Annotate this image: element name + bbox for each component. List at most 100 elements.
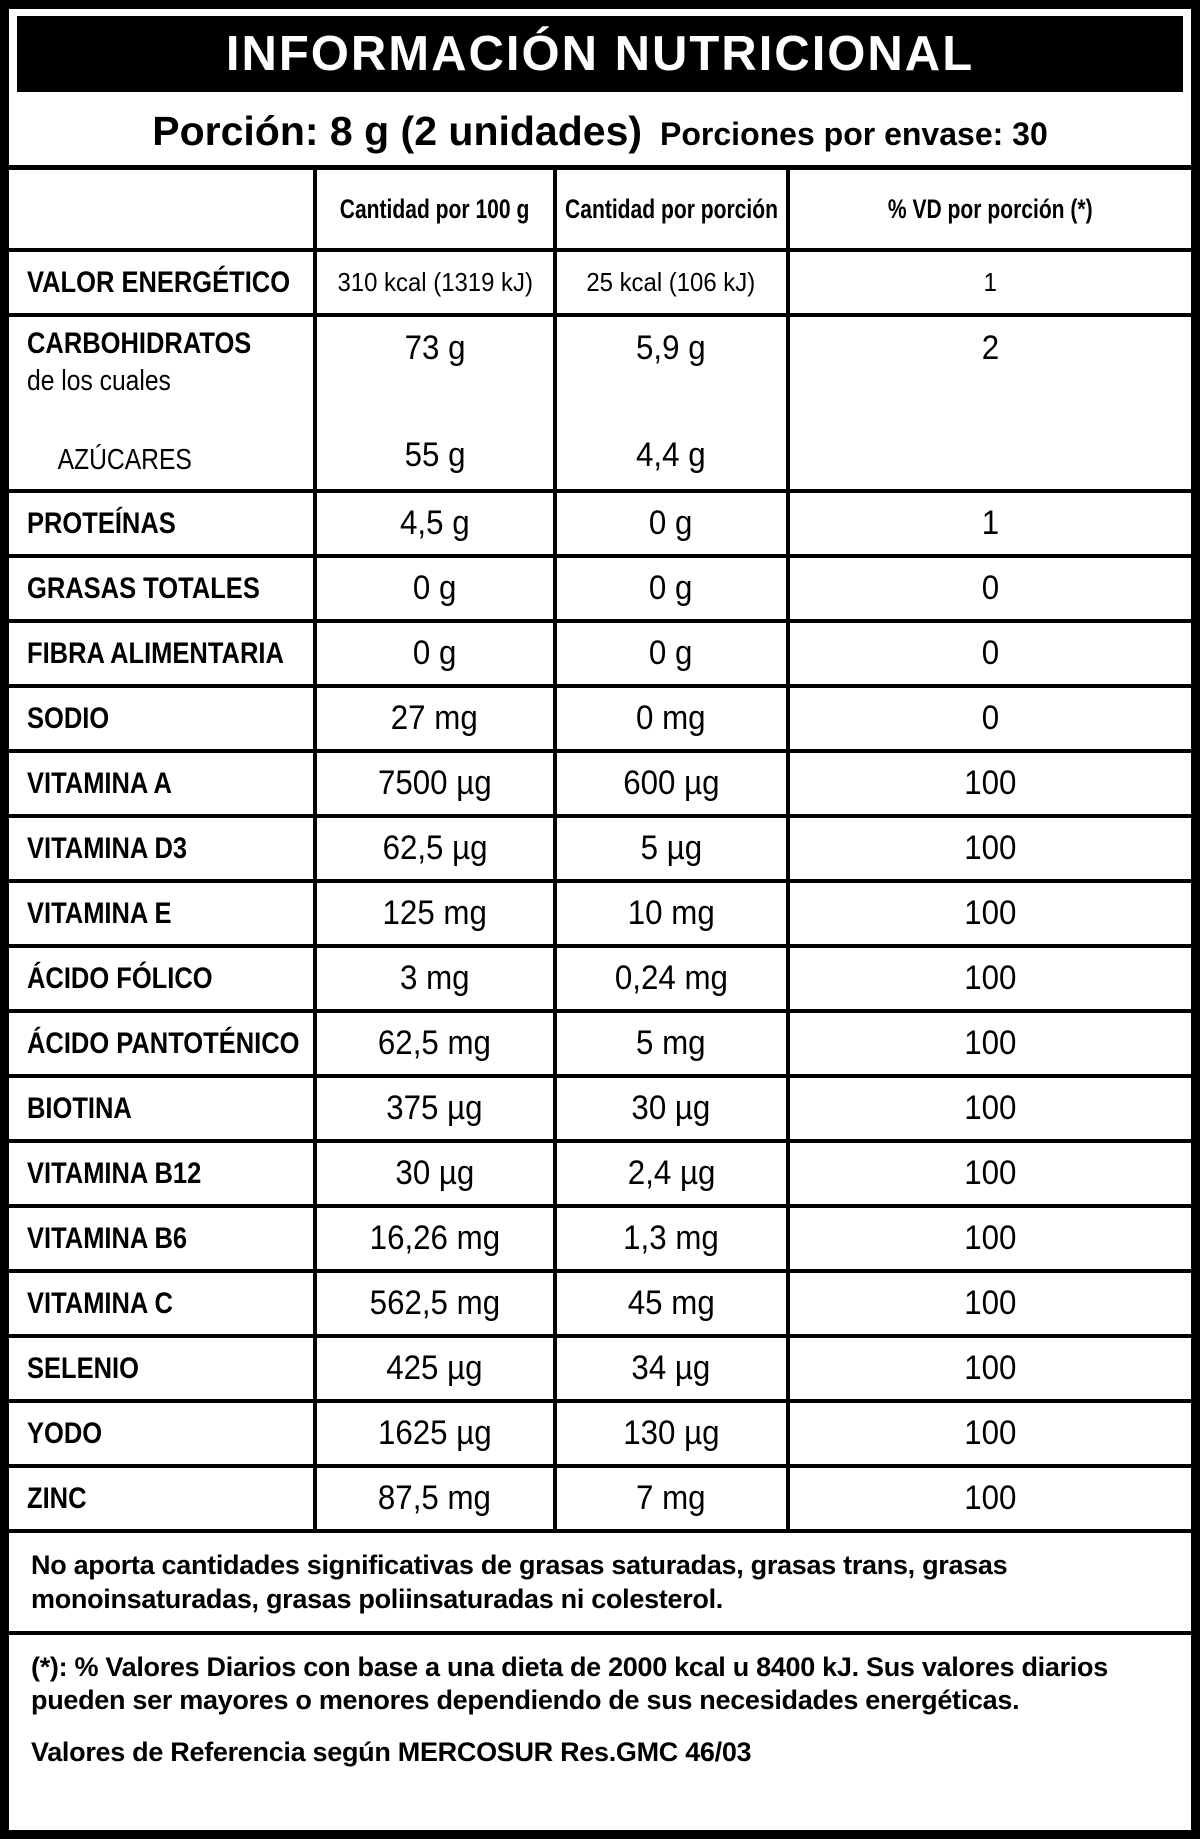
table-row: VALOR ENERGÉTICO 310 kcal (1319 kJ) 25 k… xyxy=(9,252,1191,317)
value-vd-cell: 1 xyxy=(785,493,1191,554)
nutrient-name-cell: YODO xyxy=(9,1403,313,1464)
value-per-portion: 2,4 µg xyxy=(627,1154,715,1192)
header-empty-cell xyxy=(9,170,313,248)
nutrition-table-body: VALOR ENERGÉTICO 310 kcal (1319 kJ) 25 k… xyxy=(9,252,1191,1533)
value-vd-cell: 100 xyxy=(785,948,1191,1009)
value-per-portion-cell: 2,4 µg xyxy=(552,1143,786,1204)
value-vd-cell: 100 xyxy=(785,818,1191,879)
col-header-per-portion-label: Cantidad por porción xyxy=(564,193,778,224)
value-per-portion-cell: 34 µg xyxy=(552,1338,786,1399)
note-daily-values: (*): % Valores Diarios con base a una di… xyxy=(31,1651,1108,1716)
note-reference: Valores de Referencia según MERCOSUR Res… xyxy=(31,1737,752,1767)
value-per-portion: 0 g xyxy=(649,634,693,672)
value-vd: 0 xyxy=(981,699,999,737)
nutrient-subtext: de los cuales xyxy=(27,365,171,397)
nutrient-name-cell: VITAMINA D3 xyxy=(9,818,313,879)
value-per-100g: 27 mg xyxy=(391,699,479,737)
nutrient-name-cell: VITAMINA C xyxy=(9,1273,313,1334)
value-per-portion: 0 mg xyxy=(636,699,706,737)
table-row: ÁCIDO FÓLICO 3 mg 0,24 mg 100 xyxy=(9,948,1191,1013)
value-vd: 100 xyxy=(964,1349,1017,1387)
value-per-portion: 0 g xyxy=(649,569,693,607)
nutrient-name: CARBOHIDRATOS xyxy=(27,327,252,360)
value-vd: 1 xyxy=(981,504,999,542)
value-per-100g-cell: 375 µg xyxy=(312,1078,553,1139)
value-per-100g-cell: 125 mg xyxy=(312,883,553,944)
value-vd: 100 xyxy=(964,894,1017,932)
nutrient-name-cell: ÁCIDO PANTOTÉNICO xyxy=(9,1013,313,1074)
nutrient-name: VITAMINA B6 xyxy=(27,1221,188,1255)
table-row: VITAMINA B6 16,26 mg 1,3 mg 100 xyxy=(9,1208,1191,1273)
value-per-100g-cell: 87,5 mg xyxy=(312,1468,553,1529)
table-row: VITAMINA A 7500 µg 600 µg 100 xyxy=(9,753,1191,818)
value-per-100g-cell: 30 µg xyxy=(312,1143,553,1204)
value-per-100g: 1625 µg xyxy=(377,1414,492,1452)
nutrient-name: ZINC xyxy=(27,1481,87,1515)
sugar-value-per-100g: 55 g xyxy=(404,436,466,474)
value-per-portion-cell: 25 kcal (106 kJ) xyxy=(552,252,786,313)
nutrient-name: GRASAS TOTALES xyxy=(27,571,260,605)
nutrient-name: VITAMINA D3 xyxy=(27,831,188,865)
value-per-100g-cell: 62,5 mg xyxy=(312,1013,553,1074)
carb-values-per-portion-cell: 5,9 g 4,4 g xyxy=(552,317,786,489)
nutrient-name-cell: VITAMINA B12 xyxy=(9,1143,313,1204)
value-per-portion: 5 µg xyxy=(640,829,702,867)
value-per-100g: 0 g xyxy=(412,634,457,672)
value-per-portion-cell: 1,3 mg xyxy=(552,1208,786,1269)
nutrient-name: ÁCIDO PANTOTÉNICO xyxy=(27,1026,300,1060)
nutrient-name-cell: VALOR ENERGÉTICO xyxy=(9,252,313,313)
value-vd-cell: 0 xyxy=(785,688,1191,749)
value-per-100g: 3 mg xyxy=(399,959,470,997)
table-row: SODIO 27 mg 0 mg 0 xyxy=(9,688,1191,753)
value-per-100g-cell: 62,5 µg xyxy=(312,818,553,879)
portion-size: Porción: 8 g (2 unidades) xyxy=(152,108,643,154)
nutrient-name: VITAMINA E xyxy=(27,896,172,930)
nutrient-name-cell: VITAMINA A xyxy=(9,753,313,814)
table-header-row: Cantidad por 100 g Cantidad por porción … xyxy=(9,170,1191,252)
carb-value-per-portion: 5,9 g xyxy=(636,329,706,367)
nutrient-name-cell: SODIO xyxy=(9,688,313,749)
value-per-portion: 45 mg xyxy=(627,1284,715,1322)
value-per-100g-cell: 0 g xyxy=(312,558,553,619)
value-per-100g: 62,5 mg xyxy=(378,1024,492,1062)
value-per-100g-cell: 425 µg xyxy=(312,1338,553,1399)
value-per-100g-cell: 4,5 g xyxy=(312,493,553,554)
value-per-portion-cell: 10 mg xyxy=(552,883,786,944)
table-row: ZINC 87,5 mg 7 mg 100 xyxy=(9,1468,1191,1533)
value-per-portion: 130 µg xyxy=(622,1414,720,1452)
nutrient-name-cell: VITAMINA E xyxy=(9,883,313,944)
value-vd: 100 xyxy=(964,1284,1017,1322)
value-per-100g: 87,5 mg xyxy=(378,1479,492,1517)
value-per-100g: 425 µg xyxy=(386,1349,483,1387)
value-per-portion: 7 mg xyxy=(636,1479,706,1517)
value-per-portion: 30 µg xyxy=(631,1089,711,1127)
value-per-portion-cell: 0,24 mg xyxy=(552,948,786,1009)
value-vd-cell: 0 xyxy=(785,558,1191,619)
value-per-portion-cell: 0 g xyxy=(552,493,786,554)
nutrient-name: SODIO xyxy=(27,701,110,735)
table-row: GRASAS TOTALES 0 g 0 g 0 xyxy=(9,558,1191,623)
col-header-per-100g-label: Cantidad por 100 g xyxy=(339,193,530,224)
nutrient-name: SELENIO xyxy=(27,1351,139,1385)
table-row-carbohydrates: CARBOHIDRATOS de los cuales AZÚCARES 73 … xyxy=(9,317,1191,493)
value-per-100g: 62,5 µg xyxy=(382,829,488,867)
value-per-portion-cell: 45 mg xyxy=(552,1273,786,1334)
value-per-portion: 600 µg xyxy=(622,764,720,802)
value-vd-cell: 100 xyxy=(785,1013,1191,1074)
nutrient-sugars: AZÚCARES xyxy=(57,444,192,476)
label-title: INFORMACIÓN NUTRICIONAL xyxy=(225,27,975,81)
value-vd: 100 xyxy=(964,1219,1017,1257)
nutrient-name-cell: ÁCIDO FÓLICO xyxy=(9,948,313,1009)
table-row: FIBRA ALIMENTARIA 0 g 0 g 0 xyxy=(9,623,1191,688)
nutrient-name-cell: PROTEÍNAS xyxy=(9,493,313,554)
table-row: ÁCIDO PANTOTÉNICO 62,5 mg 5 mg 100 xyxy=(9,1013,1191,1078)
value-per-100g: 0 g xyxy=(412,569,457,607)
value-vd-cell: 100 xyxy=(785,1338,1191,1399)
value-per-portion: 0 g xyxy=(649,504,693,542)
value-per-100g: 7500 µg xyxy=(377,764,492,802)
value-per-100g: 310 kcal (1319 kJ) xyxy=(336,267,533,297)
col-header-per-100g: Cantidad por 100 g xyxy=(312,170,553,248)
col-header-vd: % VD por porción (*) xyxy=(785,170,1191,248)
sugar-value-per-portion: 4,4 g xyxy=(636,436,706,474)
